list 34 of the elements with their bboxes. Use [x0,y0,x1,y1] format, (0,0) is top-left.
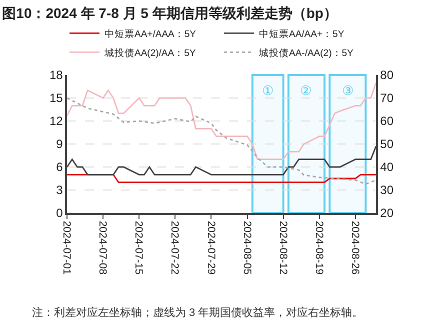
band-label: ② [300,83,312,98]
x-tick-label: 2024-08-19 [312,220,325,275]
y2-tick-label: 40 [380,160,394,174]
y-tick-label: 3 [56,183,64,198]
text: 注：利差对应左坐标轴；虚线为 3 年期国债收益率，对应右坐标轴。 [32,306,364,319]
line-series [67,97,376,185]
x-tick-label: 2024-07-08 [96,220,109,275]
legend-label: 城投债AA-/AA(2)：5Y [258,46,354,59]
band-label: ③ [342,83,354,98]
legend-label: 中短票AA+/AAA：5Y [104,28,197,40]
x-tick-label: 2024-08-12 [276,220,289,275]
line-series [67,82,376,160]
y2-tick-label: 50 [380,137,394,152]
y2-tick-label: 20 [380,206,394,220]
y-tick-label: 18 [49,68,64,82]
x-tick-label: 2024-08-05 [240,220,253,275]
x-tick-label: 2024-07-29 [204,220,217,275]
x-tick-label: 2024-07-01 [60,220,73,275]
y2-tick-label: 80 [380,68,394,82]
y-tick-label: 0 [56,206,64,220]
y2-tick-label: 30 [380,183,394,198]
legend-label: 城投债AA(2)/AA：5Y [104,46,196,59]
legend-label: 中短票AA/AA+：5Y [259,28,345,40]
x-tick-label: 2024-08-26 [348,220,361,275]
y-tick-label: 6 [56,160,64,174]
y2-tick-label: 70 [380,91,394,106]
x-tick-label: 2024-07-15 [132,220,145,275]
y-tick-label: 15 [49,91,64,106]
y-tick-label: 9 [56,137,64,152]
y-tick-label: 12 [49,114,64,128]
band-label: ① [262,83,274,98]
chart-title: 图10：2024 年 7-8 月 5 年期信用等级利差走势（bp） [2,5,338,21]
y2-tick-label: 60 [380,114,394,128]
x-tick-label: 2024-07-22 [168,220,181,275]
